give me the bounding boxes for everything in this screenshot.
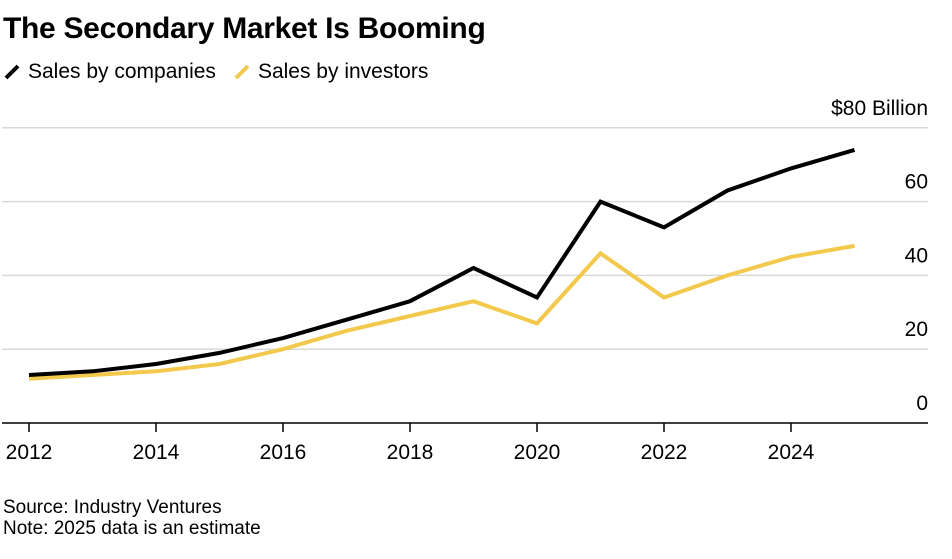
legend-label-investors: Sales by investors — [257, 60, 429, 83]
x-tick-label: 2024 — [768, 441, 815, 464]
legend-swatch-investors-icon — [234, 64, 250, 80]
legend-label-companies: Sales by companies — [28, 60, 216, 83]
y-tick-label: 0 — [916, 392, 928, 415]
legend-swatch-companies-icon — [4, 64, 20, 80]
x-tick-label: 2022 — [641, 441, 688, 464]
x-tick-label: 2012 — [6, 441, 53, 464]
legend-item-investors: Sales by investors — [234, 60, 428, 84]
estimate-note: Note: 2025 data is an estimate — [3, 518, 261, 539]
gridlines — [2, 127, 928, 350]
series-lines — [28, 147, 856, 381]
legend-item-companies: Sales by companies — [4, 60, 216, 84]
series-line-investors — [28, 243, 855, 381]
y-tick-label: $80 Billion — [831, 97, 928, 120]
series-line-companies — [28, 147, 856, 377]
x-axis: 2012 2014 2016 2018 2020 2022 2024 — [2, 422, 928, 464]
footer: Source: Industry Ventures Note: 2025 dat… — [3, 497, 261, 539]
x-tick-label: 2016 — [260, 441, 307, 464]
x-tick-label: 2020 — [514, 441, 561, 464]
y-tick-label: 20 — [905, 318, 928, 341]
legend: Sales by companies Sales by investors — [4, 58, 446, 86]
source-note: Source: Industry Ventures — [3, 497, 222, 518]
x-tick-label: 2018 — [387, 441, 434, 464]
chart-title: The Secondary Market Is Booming — [3, 12, 486, 45]
y-tick-label: 60 — [905, 171, 928, 194]
x-tick-label: 2014 — [133, 441, 180, 464]
y-axis-labels: 0 20 40 60 $80 Billion — [831, 97, 928, 415]
y-tick-label: 40 — [905, 244, 928, 267]
